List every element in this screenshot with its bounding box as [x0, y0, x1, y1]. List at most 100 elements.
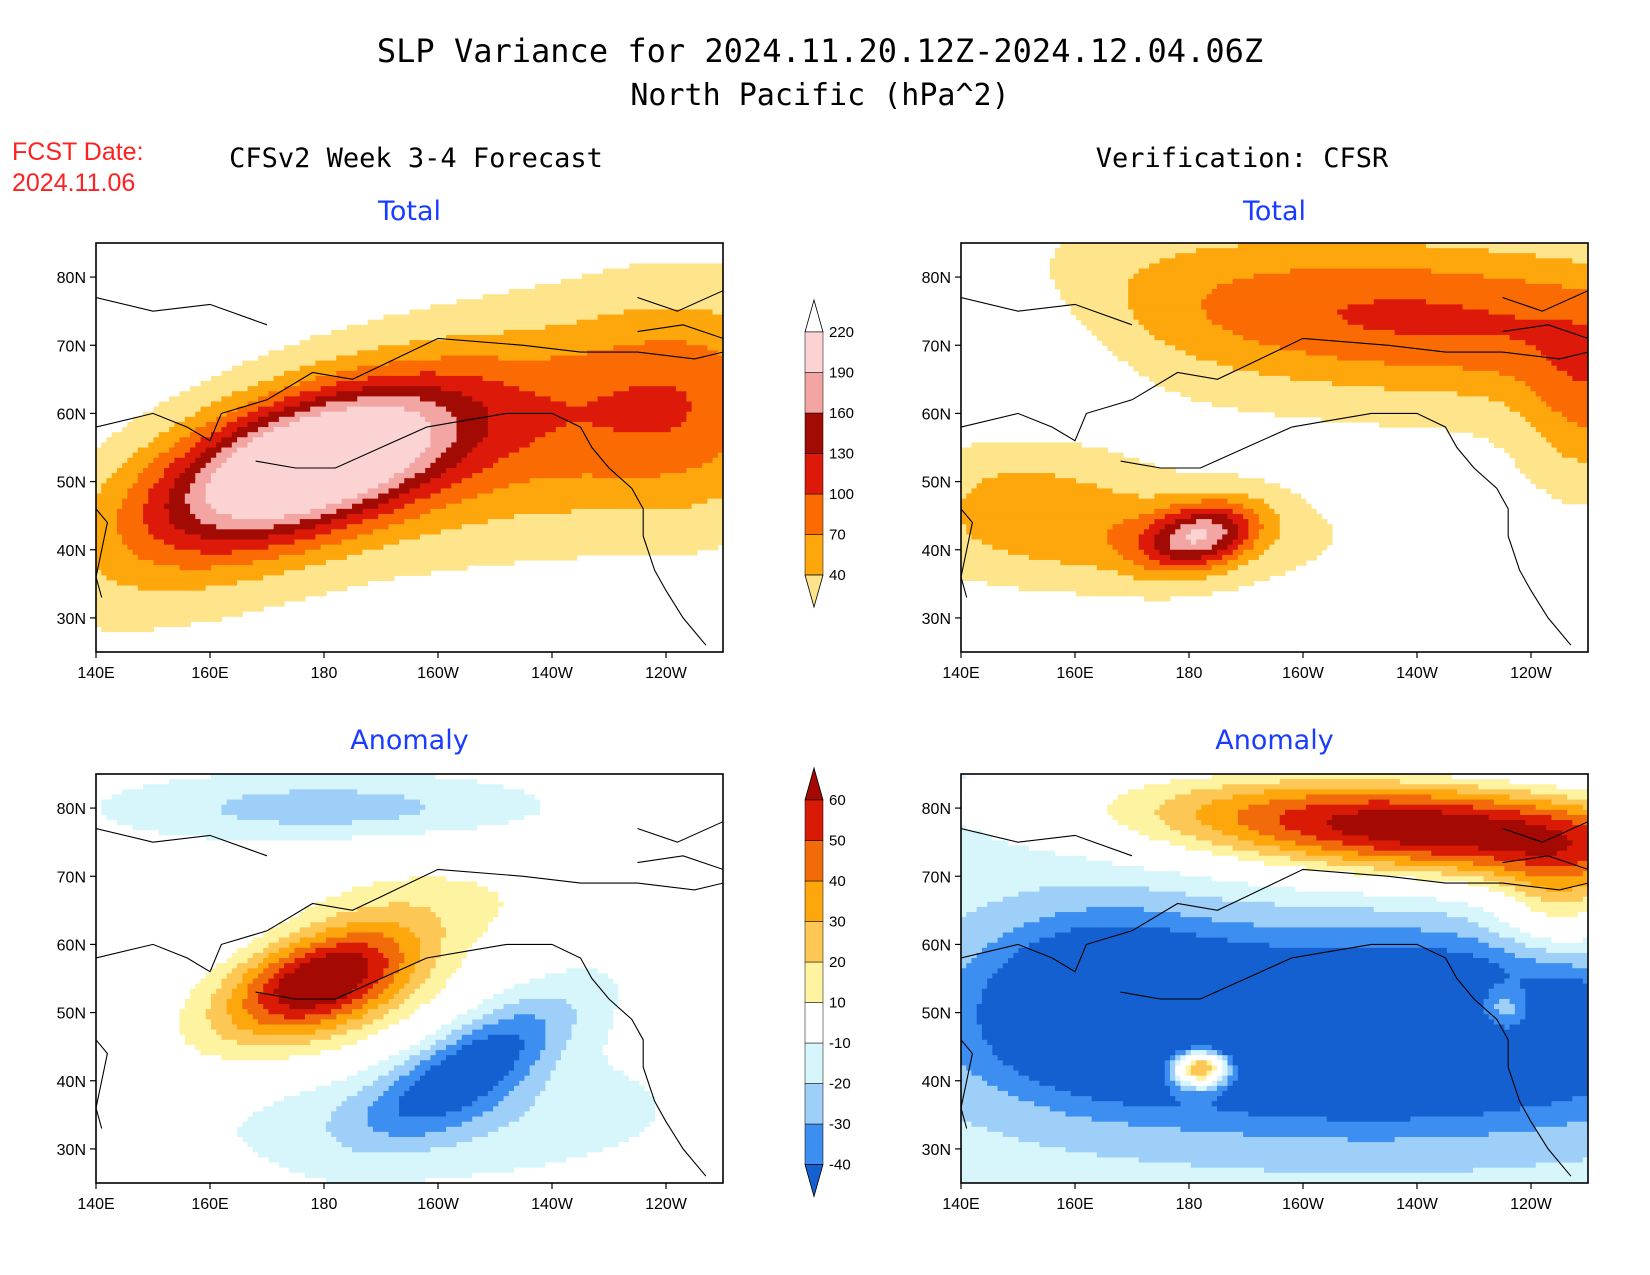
colorbar-label: -30: [829, 1116, 851, 1133]
y-tick-label: 40N: [57, 1074, 86, 1091]
coastline: [961, 290, 1588, 646]
y-tick-label: 50N: [57, 1006, 86, 1023]
y-tick-label: 70N: [922, 869, 951, 886]
colorbar-label: 60: [829, 792, 846, 809]
x-tick-label: 140E: [77, 665, 114, 682]
colorbar-segment: [804, 1083, 824, 1125]
y-tick-label: 40N: [922, 543, 951, 560]
x-tick-label: 140W: [531, 1196, 574, 1213]
panel-title: Anomaly: [350, 725, 468, 756]
colorbar-total: 40 70 100 130 160 190 220: [804, 298, 854, 609]
colorbar-segment: [804, 799, 824, 841]
map-frame: [95, 773, 724, 1184]
x-tick-label: 180: [1176, 665, 1203, 682]
y-tick-label: 30N: [57, 1142, 86, 1159]
x-tick-label: 120W: [645, 1196, 688, 1213]
verification-heading: Verification: CFSR: [1096, 143, 1389, 174]
coastline: [96, 290, 723, 646]
colorbar-label: -40: [829, 1157, 851, 1174]
x-tick-label: 180: [311, 1196, 338, 1213]
colorbar-segment: [804, 1002, 824, 1044]
x-tick-label: 160E: [1056, 665, 1093, 682]
y-tick-label: 40N: [922, 1074, 951, 1091]
x-tick-label: 160W: [417, 665, 460, 682]
colorbar-segment: [804, 880, 824, 922]
map-panels: Total 140E 160E 180 160W 140W 120W 30N 40N 50N 60N…: [57, 196, 1589, 1213]
colorbar-label: 20: [829, 954, 846, 971]
colorbar-label: 130: [829, 446, 854, 463]
map-frame: [95, 242, 724, 653]
colorbar-segment: [804, 1123, 824, 1165]
x-tick-label: 140W: [1396, 665, 1439, 682]
contour-fill: [96, 774, 723, 1183]
x-tick-label: 160E: [191, 1196, 228, 1213]
colorbar-label: 220: [829, 324, 854, 341]
colorbar-label: 40: [829, 873, 846, 890]
y-tick-label: 50N: [922, 475, 951, 492]
colorbar-bottom-arrow: [804, 1164, 824, 1198]
map-frame: [960, 773, 1589, 1184]
y-tick-label: 60N: [57, 937, 86, 954]
y-tick-label: 70N: [57, 869, 86, 886]
y-tick-label: 80N: [57, 801, 86, 818]
y-tick-label: 80N: [922, 270, 951, 287]
map-frame: [960, 242, 1589, 653]
contour-fill: [961, 243, 1588, 602]
colorbar-label: 190: [829, 365, 854, 382]
x-tick-label: 160W: [417, 1196, 460, 1213]
map-panel-4: Anomaly 140E 160E 180 160W 140W 120W 30N 40N 50N 6…: [922, 725, 1589, 1213]
colorbar-label: 10: [829, 995, 846, 1012]
y-tick-label: 50N: [57, 475, 86, 492]
colorbar-segment: [804, 840, 824, 882]
colorbar-label: 50: [829, 833, 846, 850]
y-tick-label: 80N: [922, 801, 951, 818]
x-tick-label: 140E: [942, 665, 979, 682]
colorbar-anomaly: -40 -30 -20 -10 10 20 30 40 50 60: [804, 766, 851, 1198]
x-tick-label: 140E: [942, 1196, 979, 1213]
colorbar-segment: [804, 961, 824, 1003]
y-tick-label: 60N: [57, 406, 86, 423]
map-panel-2: Total 140E 160E 180 160W 140W 120W 30N 40N 50N 60N…: [922, 196, 1589, 682]
colorbar-segment: [804, 453, 824, 495]
colorbars: 40 70 100 130 160 190 220 -40 -30 -20 -10 10 20 30 40 5…: [804, 298, 854, 1198]
colorbar-top-arrow: [804, 766, 824, 801]
x-tick-label: 160E: [191, 665, 228, 682]
coastline: [961, 821, 1588, 1177]
colorbar-label: 30: [829, 914, 846, 931]
x-tick-label: 120W: [645, 665, 688, 682]
x-tick-label: 140W: [531, 665, 574, 682]
colorbar-label: 160: [829, 405, 854, 422]
colorbar-segment: [804, 921, 824, 963]
figure-subtitle: North Pacific (hPa^2): [630, 78, 1009, 113]
colorbar-label: -20: [829, 1076, 851, 1093]
coastline: [96, 821, 723, 1177]
y-tick-label: 30N: [922, 611, 951, 628]
y-tick-label: 60N: [922, 406, 951, 423]
x-tick-label: 180: [1176, 1196, 1203, 1213]
colorbar-label: 40: [829, 567, 846, 584]
y-tick-label: 40N: [57, 543, 86, 560]
contour-fill: [961, 774, 1588, 1183]
panel-title: Total: [1242, 196, 1306, 227]
forecast-heading: CFSv2 Week 3-4 Forecast: [229, 143, 603, 174]
x-tick-label: 120W: [1510, 1196, 1553, 1213]
y-tick-label: 70N: [922, 338, 951, 355]
panel-title: Total: [377, 196, 441, 227]
colorbar-segment: [804, 331, 824, 373]
x-tick-label: 180: [311, 665, 338, 682]
fcst-date-label: FCST Date:: [12, 138, 144, 166]
figure-title: SLP Variance for 2024.11.20.12Z-2024.12.…: [377, 32, 1263, 70]
colorbar-bottom-arrow: [804, 574, 824, 609]
x-tick-label: 140E: [77, 1196, 114, 1213]
y-tick-label: 70N: [57, 338, 86, 355]
y-tick-label: 30N: [57, 611, 86, 628]
contour-fill: [96, 263, 723, 633]
x-tick-label: 160W: [1282, 665, 1325, 682]
colorbar-segment: [804, 1042, 824, 1084]
y-tick-label: 80N: [57, 270, 86, 287]
colorbar-segment: [804, 534, 824, 576]
x-tick-label: 140W: [1396, 1196, 1439, 1213]
panel-title: Anomaly: [1215, 725, 1333, 756]
y-tick-label: 50N: [922, 1006, 951, 1023]
